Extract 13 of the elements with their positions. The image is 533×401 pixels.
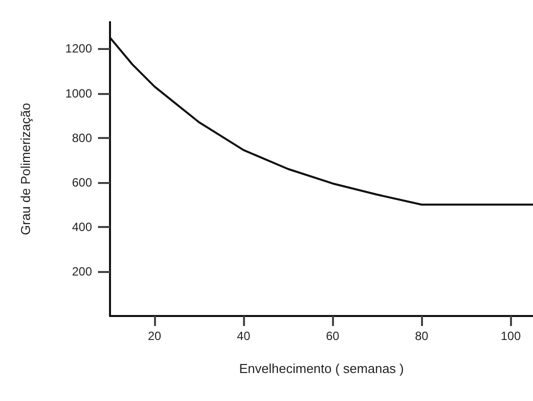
y-tick-label: 800 [72, 130, 92, 145]
y-axis-title: Grau de Polimerização [18, 102, 33, 236]
y-tick-label: 1200 [65, 42, 92, 56]
x-tick-label: 20 [148, 329, 162, 343]
x-tick-label: 40 [236, 329, 251, 343]
y-tick-label: 1000 [65, 86, 92, 100]
x-tick-label: 80 [415, 329, 429, 343]
y-tick-label: 600 [72, 175, 92, 190]
y-tick-label: 400 [72, 220, 92, 234]
x-tick-label: 100 [500, 329, 522, 343]
x-axis-title: Envelhecimento ( semanas ) [239, 361, 404, 376]
y-tick-label: 200 [72, 264, 92, 278]
x-tick-label: 60 [326, 329, 340, 343]
